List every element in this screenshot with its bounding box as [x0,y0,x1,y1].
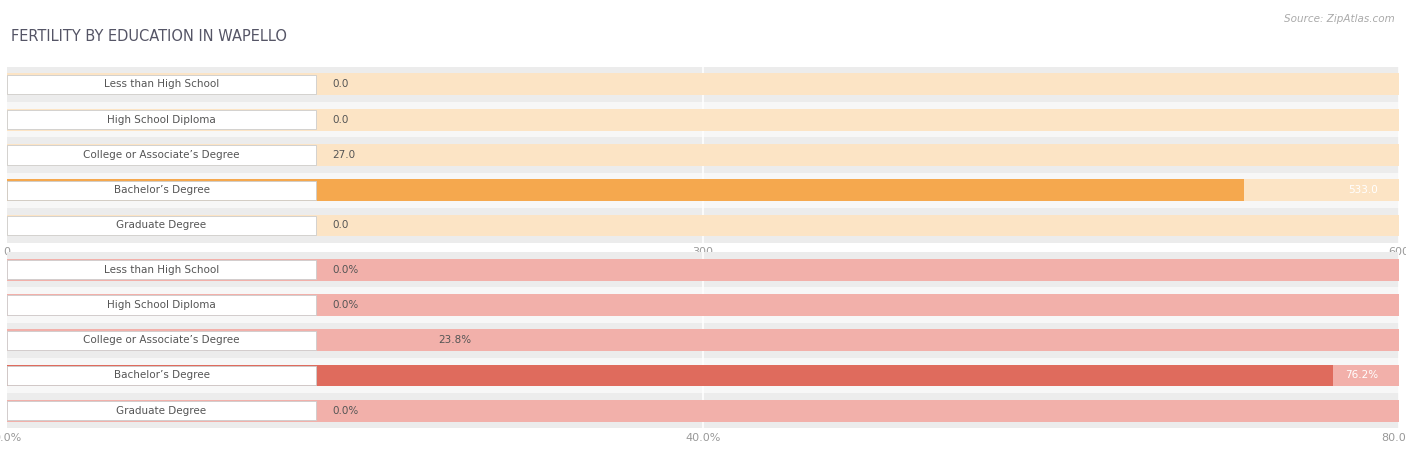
Bar [7,393,1399,428]
Bar [7,329,1399,351]
Text: 533.0: 533.0 [1348,185,1378,195]
Bar [7,75,316,94]
Text: 0.0%: 0.0% [333,406,359,416]
Bar [7,179,1243,201]
Bar [7,330,316,350]
Text: Graduate Degree: Graduate Degree [117,220,207,230]
Text: 0.0: 0.0 [333,79,349,89]
Text: Source: ZipAtlas.com: Source: ZipAtlas.com [1284,14,1395,24]
Bar [7,295,316,315]
Bar [7,252,1399,287]
Text: College or Associate’s Degree: College or Associate’s Degree [83,150,240,160]
Text: Less than High School: Less than High School [104,79,219,89]
Bar [7,179,1399,201]
Text: Graduate Degree: Graduate Degree [117,406,207,416]
Bar [7,287,1399,323]
Bar [7,358,1399,393]
Text: High School Diploma: High School Diploma [107,115,217,125]
Text: 27.0: 27.0 [333,150,356,160]
Bar [7,294,1399,316]
Bar [7,102,1399,137]
Bar [7,145,316,165]
Text: Less than High School: Less than High School [104,265,219,275]
Bar [7,216,316,235]
Text: 0.0: 0.0 [333,115,349,125]
Text: 23.8%: 23.8% [437,335,471,345]
Text: Bachelor’s Degree: Bachelor’s Degree [114,370,209,380]
Bar [7,73,1399,95]
Bar [7,260,316,279]
Bar [7,67,1399,102]
Bar [7,109,1399,130]
Bar [7,365,1333,387]
Text: 76.2%: 76.2% [1346,370,1378,380]
Bar [7,400,1399,422]
Bar [7,329,422,351]
Bar [7,323,1399,358]
Text: Bachelor’s Degree: Bachelor’s Degree [114,185,209,195]
Bar [7,401,316,420]
Bar [7,180,316,200]
Text: 0.0: 0.0 [333,220,349,230]
Text: 0.0%: 0.0% [333,265,359,275]
Bar [7,215,1399,237]
Bar [7,144,70,166]
Bar [7,208,1399,243]
Text: 0.0%: 0.0% [333,300,359,310]
Bar [7,365,1399,387]
Bar [7,144,1399,166]
Text: FERTILITY BY EDUCATION IN WAPELLO: FERTILITY BY EDUCATION IN WAPELLO [11,29,287,44]
Bar [7,110,316,129]
Bar [7,137,1399,172]
Text: High School Diploma: High School Diploma [107,300,217,310]
Bar [7,366,316,385]
Bar [7,258,1399,280]
Text: College or Associate’s Degree: College or Associate’s Degree [83,335,240,345]
Bar [7,172,1399,208]
